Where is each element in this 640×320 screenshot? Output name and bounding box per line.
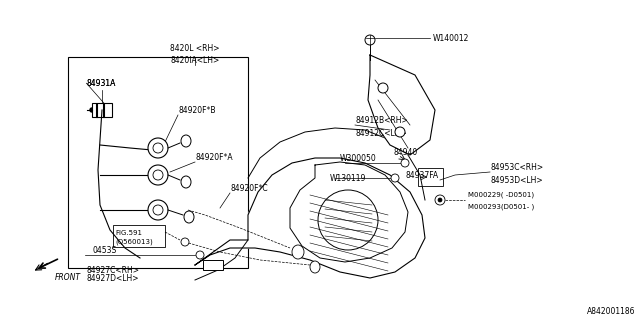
Text: M000293(D0501- ): M000293(D0501- ): [468, 204, 534, 210]
Circle shape: [196, 251, 204, 259]
Text: M000229( -D0501): M000229( -D0501): [468, 192, 534, 198]
Bar: [203, 260, 223, 270]
Text: 8420IA<LH>: 8420IA<LH>: [170, 55, 220, 65]
Text: 84912C<LH>: 84912C<LH>: [355, 129, 407, 138]
Circle shape: [181, 238, 189, 246]
Circle shape: [378, 83, 388, 93]
Text: 84927C<RH>: 84927C<RH>: [86, 266, 140, 275]
Polygon shape: [290, 162, 408, 262]
Circle shape: [153, 170, 163, 180]
Circle shape: [401, 159, 409, 167]
Text: 84927D<LH>: 84927D<LH>: [86, 274, 139, 283]
Text: 84940: 84940: [393, 148, 417, 156]
Ellipse shape: [181, 135, 191, 147]
Bar: [113, 225, 165, 247]
Polygon shape: [368, 55, 435, 155]
Circle shape: [318, 190, 378, 250]
Text: W130119: W130119: [330, 173, 366, 182]
Circle shape: [435, 195, 445, 205]
Ellipse shape: [181, 176, 191, 188]
Text: W300050: W300050: [340, 154, 377, 163]
Circle shape: [365, 35, 375, 45]
Circle shape: [148, 200, 168, 220]
Bar: [92, 103, 112, 117]
Text: (Q560013): (Q560013): [115, 239, 153, 245]
Polygon shape: [195, 158, 425, 278]
Circle shape: [438, 198, 442, 202]
Text: 84931A: 84931A: [86, 79, 116, 88]
Circle shape: [395, 127, 405, 137]
Circle shape: [148, 165, 168, 185]
Circle shape: [153, 205, 163, 215]
Ellipse shape: [310, 261, 320, 273]
Text: 0453S: 0453S: [92, 245, 116, 254]
Text: 84937FA: 84937FA: [405, 171, 438, 180]
Text: 84953C<RH>: 84953C<RH>: [490, 163, 543, 172]
Text: 84953D<LH>: 84953D<LH>: [490, 175, 543, 185]
Text: 84920F*A: 84920F*A: [195, 153, 232, 162]
Ellipse shape: [292, 245, 304, 259]
Bar: [418, 168, 443, 186]
Text: FRONT: FRONT: [55, 274, 81, 283]
Text: FIG.591: FIG.591: [115, 230, 142, 236]
Text: 84920F*B: 84920F*B: [178, 106, 216, 115]
Text: 84920F*C: 84920F*C: [230, 183, 268, 193]
Text: 84912B<RH>: 84912B<RH>: [355, 116, 408, 124]
Circle shape: [148, 138, 168, 158]
Text: 84931A: 84931A: [86, 79, 116, 88]
Circle shape: [391, 174, 399, 182]
Text: W140012: W140012: [433, 34, 469, 43]
Circle shape: [153, 143, 163, 153]
Text: A842001186: A842001186: [586, 308, 635, 316]
Ellipse shape: [184, 211, 194, 223]
Text: 8420L <RH>: 8420L <RH>: [170, 44, 220, 52]
Bar: [68, 57, 248, 268]
